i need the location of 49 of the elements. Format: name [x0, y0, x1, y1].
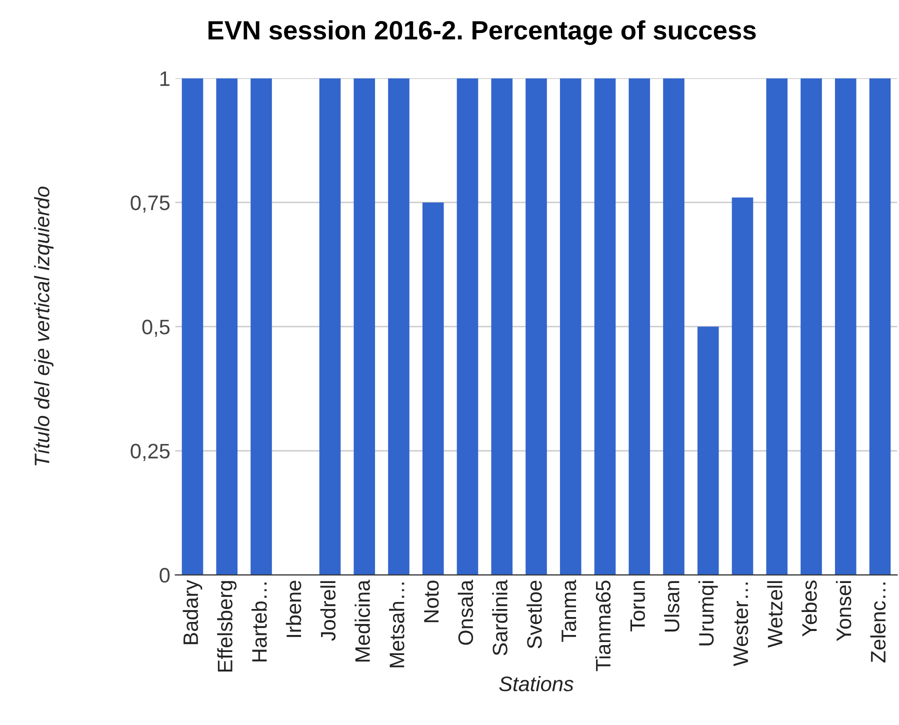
x-tick-label: Torun [630, 581, 645, 632]
x-tick-label: Zelenc… [870, 582, 886, 662]
x-tick-label: Jodrell [320, 581, 336, 641]
x-tick-label: Metsah… [389, 582, 404, 668]
bar [869, 78, 891, 575]
y-tick-label: 1 [160, 72, 170, 86]
y-axis-title: Título del eje vertical izquierdo [34, 186, 54, 466]
x-tick-label: Ulsan [664, 581, 680, 632]
y-tick-label: 0 [160, 568, 170, 583]
bar [491, 78, 513, 575]
chart-title: EVN session 2016-2. Percentage of success [208, 20, 756, 45]
bar [456, 78, 478, 575]
bar [834, 78, 856, 575]
x-tick-label: Onsala [458, 580, 474, 645]
bar [663, 78, 684, 575]
bar [766, 78, 788, 575]
bar [319, 78, 341, 575]
x-tick-label: Wetzell [767, 581, 782, 648]
bar [628, 78, 650, 575]
x-tick-label: Effelsberg [217, 581, 237, 672]
bar [697, 326, 719, 575]
bar [560, 78, 582, 575]
x-tick-label: Tanma [562, 580, 576, 642]
x-tick-label: Yonsei [836, 581, 852, 642]
x-tick-label: Svetloe [526, 580, 542, 648]
bar [526, 78, 547, 575]
bar [388, 78, 410, 575]
x-tick-label: Urumqi [698, 581, 718, 646]
bar [354, 78, 376, 575]
bar [216, 78, 238, 575]
x-axis-title: Stations [499, 676, 574, 692]
y-tick-label: 0,25 [130, 444, 170, 461]
bar [800, 78, 822, 575]
x-tick-label: Noto [424, 580, 439, 622]
bar [732, 197, 754, 575]
y-tick-label: 0,5 [142, 320, 170, 337]
x-tick-label: Medicina [354, 580, 370, 662]
x-tick-label: Harteb… [252, 582, 267, 662]
x-tick-label: Tianma65 [595, 580, 611, 672]
x-tick-label: Irbene [286, 580, 302, 637]
x-tick-label: Yebes [802, 580, 817, 636]
y-tick-label: 0,75 [130, 195, 170, 213]
bar [182, 78, 204, 575]
x-tick-label: Sardinia [492, 580, 508, 656]
bar [250, 78, 272, 575]
bar [594, 78, 616, 575]
x-tick-label: Wester… [734, 582, 748, 666]
x-tick-label: Badary [182, 580, 202, 644]
bar [422, 202, 444, 575]
